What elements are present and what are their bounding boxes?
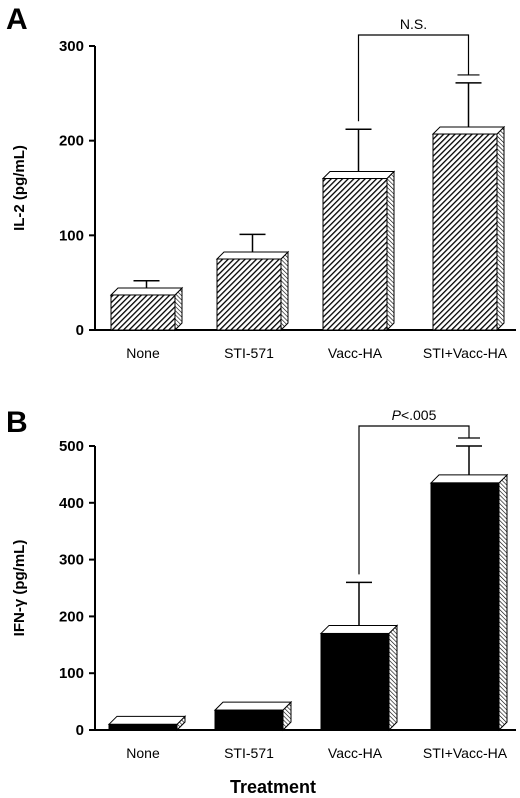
panel-a-bar-top <box>109 287 184 296</box>
panel-b-category-label: STI+Vacc-HA <box>423 745 508 761</box>
panel-b-bar-side <box>388 624 398 732</box>
panel-b: B IFN-γ (pg/mL) 0 100 200 300 400 500 None STI-… <box>6 406 516 761</box>
panel-a-bar-side <box>280 250 289 332</box>
panel-b-bar-side <box>498 473 508 732</box>
panel-b-bar-top <box>429 474 509 484</box>
panel-b-y-tick-label: 300 <box>59 552 84 569</box>
panel-a-significance-bracket <box>357 34 470 122</box>
panel-a-bar <box>216 258 282 331</box>
panel-b-significance-label: P<.005 <box>392 407 437 423</box>
panel-a-category-label: Vacc-HA <box>328 345 383 361</box>
panel-a-ylabel: IL-2 (pg/mL) <box>11 145 28 231</box>
panel-a-bar <box>110 294 176 331</box>
panel-b-bar <box>320 632 390 731</box>
panel-b-category-label: STI-571 <box>224 745 274 761</box>
panel-b-bar <box>214 709 284 731</box>
panel-a-letter: A <box>6 3 28 36</box>
panel-b-plot: 0 100 200 300 400 500 None STI-571 Vacc-HA STI+Va… <box>59 407 516 761</box>
panel-a-bar-top <box>431 126 506 135</box>
panel-b-bar-top <box>107 715 187 725</box>
panel-a-y-tick-label: 0 <box>76 322 84 339</box>
panel-a-plot: 0 100 200 300 None STI-571 Vacc-HA STI+Vacc-HA N… <box>59 16 516 361</box>
panel-a-y-tick-label: 200 <box>59 133 84 150</box>
panel-a-category-label: STI+Vacc-HA <box>423 345 508 361</box>
panel-b-bar <box>430 482 500 731</box>
panel-a-y-tick-label: 300 <box>59 38 84 55</box>
panel-b-bar-top <box>319 624 399 634</box>
x-axis-title: Treatment <box>230 777 316 797</box>
panel-b-y-tick-label: 0 <box>76 722 84 739</box>
panel-a-bar-side <box>386 170 395 332</box>
panel-b-significance-bracket <box>358 425 470 575</box>
panel-b-y-tick-label: 100 <box>59 665 84 682</box>
panel-a-bar-side <box>496 125 505 332</box>
panel-b-y-tick-label: 400 <box>59 495 84 512</box>
panel-a-category-label: STI-571 <box>224 345 274 361</box>
panel-b-ylabel: IFN-γ (pg/mL) <box>11 540 28 637</box>
panel-a-bar <box>432 133 498 331</box>
panel-a-y-tick-label: 100 <box>59 227 84 244</box>
panel-b-y-tick-label: 200 <box>59 608 84 625</box>
panel-a: A IL-2 (pg/mL) 0 100 200 300 None STI-571 Vacc… <box>6 3 516 361</box>
panel-a-bar-top <box>321 171 396 180</box>
panel-a-bar <box>322 178 388 331</box>
panel-b-bar <box>108 723 178 731</box>
panel-b-bar-top <box>213 701 293 711</box>
panel-b-category-label: Vacc-HA <box>328 745 383 761</box>
panel-b-y-tick-label: 500 <box>59 438 84 455</box>
panel-b-category-label: None <box>126 745 160 761</box>
panel-a-category-label: None <box>126 345 160 361</box>
panel-a-significance-label: N.S. <box>400 16 427 32</box>
panel-a-bar-top <box>215 251 290 260</box>
panel-b-letter: B <box>6 406 28 439</box>
